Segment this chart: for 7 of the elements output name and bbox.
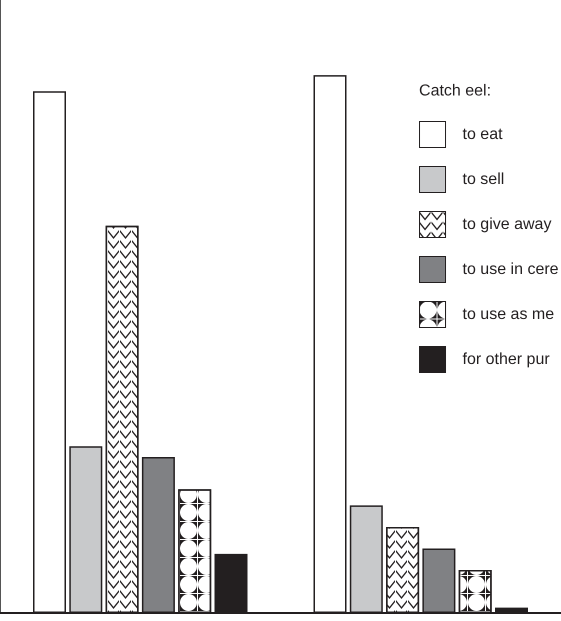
legend-label: for other pur — [462, 351, 550, 368]
legend-label: to use in cere — [462, 261, 559, 278]
legend-label: to eat — [462, 126, 504, 143]
legend-title: Catch eel: — [419, 82, 492, 100]
legend-label: to sell — [462, 171, 504, 188]
legend-label: to give away — [462, 216, 552, 233]
legend-label: to use as me — [462, 306, 554, 323]
